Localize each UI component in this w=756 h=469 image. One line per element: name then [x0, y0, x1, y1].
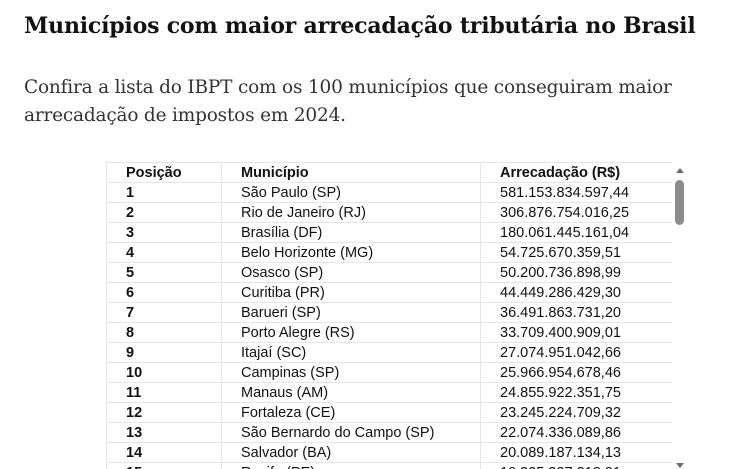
- table-row: 4 Belo Horizonte (MG) 54.725.670.359,51: [106, 242, 673, 263]
- cell-position: 12: [106, 402, 222, 423]
- cell-revenue: 36.491.863.731,20: [480, 302, 673, 323]
- cell-municipality: Fortaleza (CE): [221, 402, 481, 423]
- cell-position: 11: [106, 382, 222, 403]
- cell-revenue: 180.061.445.161,04: [480, 222, 673, 243]
- page-subtitle: Confira a lista do IBPT com os 100 munic…: [24, 77, 672, 126]
- cell-revenue: 24.855.922.351,75: [480, 382, 673, 403]
- scroll-up-arrow-icon[interactable]: [676, 168, 684, 173]
- table-row: 8 Porto Alegre (RS) 33.709.400.909,01: [106, 322, 673, 343]
- cell-revenue: 19.325.327.218,91: [480, 462, 673, 469]
- table-row: 7 Barueri (SP) 36.491.863.731,20: [106, 302, 673, 323]
- cell-municipality: Recife (PE): [221, 462, 481, 469]
- table-row: 5 Osasco (SP) 50.200.736.898,99: [106, 262, 673, 283]
- scrollbar-thumb[interactable]: [675, 180, 684, 225]
- cell-municipality: Barueri (SP): [221, 302, 481, 323]
- table-row: 10 Campinas (SP) 25.966.954.678,46: [106, 362, 673, 383]
- table-row: 9 Itajaí (SC) 27.074.951.042,66: [106, 342, 673, 363]
- cell-revenue: 20.089.187.134,13: [480, 442, 673, 463]
- cell-revenue: 54.725.670.359,51: [480, 242, 673, 263]
- cell-position: 8: [106, 322, 222, 343]
- table-row: 12 Fortaleza (CE) 23.245.224.709,32: [106, 402, 673, 423]
- cell-municipality: Osasco (SP): [221, 262, 481, 283]
- page-title: Municípios com maior arrecadação tributá…: [24, 13, 696, 39]
- cell-revenue: 23.245.224.709,32: [480, 402, 673, 423]
- cell-revenue: 27.074.951.042,66: [480, 342, 673, 363]
- table-header-row: Posição Município Arrecadação (R$): [106, 162, 673, 183]
- table-row: 15Recife (PE)19.325.327.218,91: [106, 462, 673, 469]
- header-revenue: Arrecadação (R$): [480, 162, 673, 183]
- table-row: 14 Salvador (BA) 20.089.187.134,13: [106, 442, 673, 463]
- table-body: 1 São Paulo (SP) 581.153.834.597,44 2 Rio de…: [106, 182, 673, 469]
- cell-position: 1: [106, 182, 222, 203]
- header-municipality: Município: [221, 162, 481, 183]
- cell-municipality: Belo Horizonte (MG): [221, 242, 481, 263]
- cell-position: 2: [106, 202, 222, 223]
- cell-position: 9: [106, 342, 222, 363]
- header-position: Posição: [106, 162, 222, 183]
- municipalities-table-frame[interactable]: Posição Município Arrecadação (R$) 1 São …: [106, 162, 688, 469]
- table-row: 1 São Paulo (SP) 581.153.834.597,44: [106, 182, 673, 203]
- cell-position: 14: [106, 442, 222, 463]
- table-scrollbar[interactable]: [672, 162, 688, 469]
- cell-revenue: 44.449.286.429,30: [480, 282, 673, 303]
- cell-municipality: São Bernardo do Campo (SP): [221, 422, 481, 443]
- cell-position: 15: [106, 462, 222, 469]
- table-row: 3 Brasília (DF) 180.061.445.161,04: [106, 222, 673, 243]
- cell-position: 13: [106, 422, 222, 443]
- table-row: 6 Curitiba (PR) 44.449.286.429,30: [106, 282, 673, 303]
- cell-revenue: 581.153.834.597,44: [480, 182, 673, 203]
- cell-municipality: Curitiba (PR): [221, 282, 481, 303]
- cell-municipality: São Paulo (SP): [221, 182, 481, 203]
- cell-revenue: 22.074.336.089,86: [480, 422, 673, 443]
- cell-municipality: Rio de Janeiro (RJ): [221, 202, 481, 223]
- table-row: 2 Rio de Janeiro (RJ) 306.876.754.016,25: [106, 202, 673, 223]
- cell-position: 10: [106, 362, 222, 383]
- cell-revenue: 306.876.754.016,25: [480, 202, 673, 223]
- cell-position: 3: [106, 222, 222, 243]
- cell-municipality: Campinas (SP): [221, 362, 481, 383]
- table-row: 11 Manaus (AM) 24.855.922.351,75: [106, 382, 673, 403]
- table-row: 13 São Bernardo do Campo (SP) 22.074.336.0…: [106, 422, 673, 443]
- cell-municipality: Manaus (AM): [221, 382, 481, 403]
- municipalities-table: Posição Município Arrecadação (R$) 1 São …: [106, 162, 673, 469]
- cell-revenue: 25.966.954.678,46: [480, 362, 673, 383]
- cell-revenue: 50.200.736.898,99: [480, 262, 673, 283]
- cell-position: 5: [106, 262, 222, 283]
- cell-municipality: Brasília (DF): [221, 222, 481, 243]
- scroll-down-arrow-icon[interactable]: [676, 463, 684, 468]
- cell-municipality: Salvador (BA): [221, 442, 481, 463]
- cell-position: 7: [106, 302, 222, 323]
- cell-revenue: 33.709.400.909,01: [480, 322, 673, 343]
- cell-municipality: Porto Alegre (RS): [221, 322, 481, 343]
- cell-municipality: Itajaí (SC): [221, 342, 481, 363]
- cell-position: 4: [106, 242, 222, 263]
- cell-position: 6: [106, 282, 222, 303]
